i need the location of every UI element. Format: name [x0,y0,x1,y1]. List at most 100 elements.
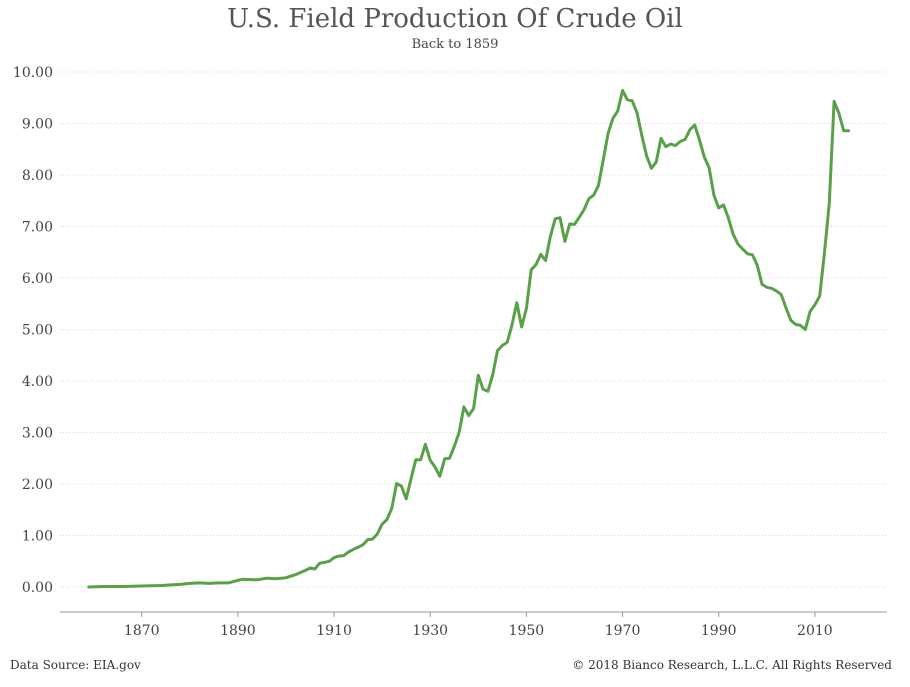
data-point [179,583,182,586]
x-tick-label: 1910 [316,623,352,639]
data-point [414,458,418,461]
data-point [140,584,143,588]
data-point [352,548,355,551]
data-point [501,344,504,347]
x-tick-label: 1890 [220,623,256,639]
data-point [655,160,658,164]
data-point [304,569,307,572]
data-point [760,282,764,286]
data-point [265,577,268,580]
data-point [227,581,230,585]
data-point [241,578,244,581]
y-tick-label: 3.00 [22,426,53,442]
data-point [429,459,432,462]
data-point [616,109,619,113]
data-point [832,100,836,103]
data-point [630,99,634,103]
data-point [736,242,740,246]
gridlines [60,71,887,588]
data-point [419,458,422,461]
data-point [578,216,581,219]
data-point [496,349,499,352]
data-point [794,323,797,326]
data-point [818,294,821,298]
y-tick-label: 1.00 [22,529,53,545]
x-tick-label: 1950 [509,623,545,639]
data-point [688,128,692,131]
data-point [505,341,509,344]
axes [60,611,887,617]
data-point [188,582,192,585]
data-point [755,263,759,267]
data-point [424,443,427,446]
y-tick-label: 5.00 [22,323,53,339]
data-point [568,222,571,226]
data-point [328,560,331,563]
data-point [443,457,446,460]
copyright-note: © 2018 Bianco Research, L.L.C. All Right… [572,658,892,672]
series-layer [87,89,850,589]
data-point [385,518,389,521]
data-point [693,123,696,127]
data-point [438,475,442,478]
data-point [207,582,211,585]
data-point [284,576,288,579]
data-point [515,301,518,304]
data-point [520,325,523,329]
y-tick-label: 10.00 [13,65,53,81]
data-point [837,112,841,115]
data-point [409,477,413,481]
data-point [457,431,461,434]
data-point [727,216,730,219]
data-point [683,138,687,141]
data-point [770,287,773,290]
data-point [602,158,605,161]
data-point [380,522,384,526]
data-point [698,138,701,142]
y-tick-label: 8.00 [22,168,53,184]
data-point [808,310,812,313]
chart-subtitle: Back to 1859 [411,37,499,52]
data-point [554,217,557,220]
data-point [597,184,600,187]
data-point [804,328,807,331]
data-point [525,307,528,310]
data-point [712,193,716,197]
data-point [780,293,783,296]
data-point [659,137,663,140]
x-tick-label: 1990 [701,623,737,639]
data-point [462,405,466,408]
data-point [275,577,278,580]
data-point [433,465,437,469]
x-tick-label: 2010 [797,623,833,639]
data-point [337,554,341,558]
data-source-note: Data Source: EIA.gov [10,658,141,672]
data-point [453,445,456,448]
data-point [611,117,615,120]
y-tick-label: 4.00 [22,374,53,390]
data-point [823,251,826,254]
data-point [645,154,648,158]
data-point [746,252,749,255]
y-tick-label: 0.00 [22,580,53,596]
data-point [722,203,725,207]
data-point [361,543,365,546]
data-point [366,538,369,541]
data-point [606,132,610,135]
data-point [400,484,403,488]
data-point [558,216,562,219]
data-point [592,193,595,197]
data-point [236,579,240,582]
x-tick-label: 1870 [124,623,160,639]
data-point [198,581,201,585]
tick-labels: 0.00 1.00 2.00 3.00 4.00 5.00 6.00 7.00 8.00 9.00… [13,65,833,639]
data-point [674,144,677,147]
x-tick-label: 1970 [605,623,641,639]
data-point [703,155,706,159]
data-point [159,584,163,587]
data-point [842,129,845,132]
data-point [121,585,124,588]
data-point [741,247,744,251]
data-point [529,268,533,271]
